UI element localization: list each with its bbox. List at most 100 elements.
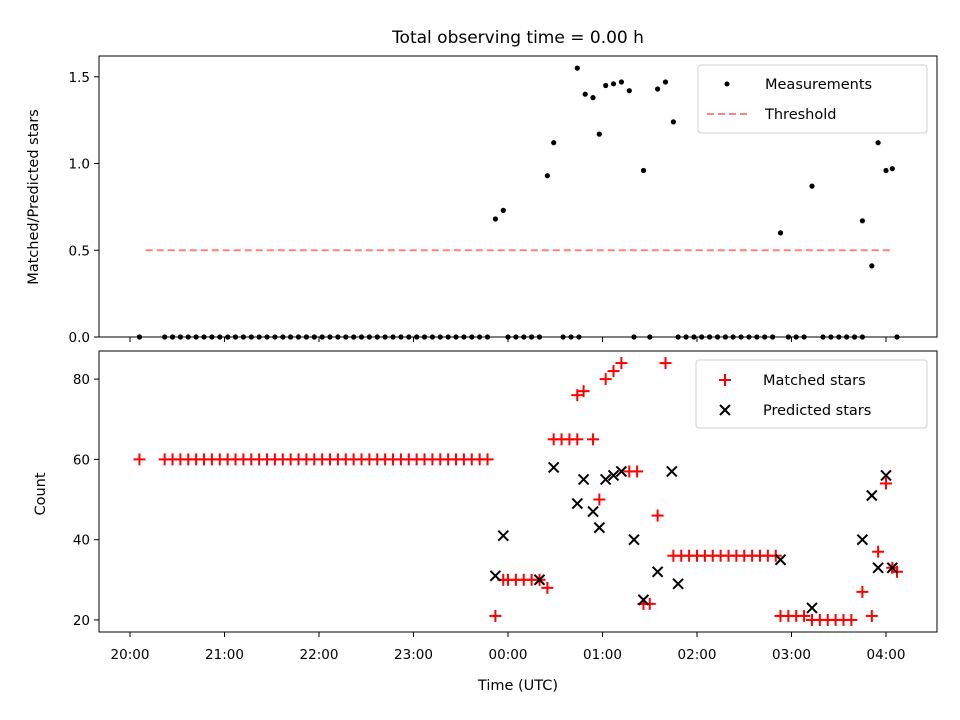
top-legend: Measurements Threshold: [697, 64, 928, 134]
bottom-legend-box: [695, 359, 928, 429]
measurement-point: [618, 79, 625, 85]
matched-point: [872, 545, 885, 558]
predicted-point: [880, 469, 892, 482]
matched-point: [631, 465, 644, 478]
matched-point: [571, 389, 584, 402]
x-axis-label: Time (UTC): [477, 678, 558, 694]
x-tick-label: 00:00: [489, 647, 528, 663]
y-tick-label: 0.5: [69, 243, 90, 259]
bottom-axes-frame: [98, 350, 938, 633]
predicted-point: [593, 521, 606, 534]
matched-point: [856, 585, 869, 598]
y-tick-label: 1.5: [69, 70, 90, 86]
x-tick-label: 21:00: [205, 647, 244, 663]
matched-point: [541, 581, 554, 594]
measurement-point: [574, 65, 580, 71]
predicted-point: [856, 533, 869, 546]
matched-point: [593, 493, 606, 506]
predicted-point: [872, 562, 884, 574]
bottom-plot-marks: [133, 357, 904, 626]
predicted-point: [547, 461, 560, 474]
measurement-point: [662, 79, 669, 85]
predicted-point: [774, 554, 787, 566]
legend-matched-marker: [719, 374, 731, 386]
top-y-axis-label: Matched/Predicted stars: [26, 109, 42, 285]
matched-point: [865, 609, 878, 622]
matched-point: [659, 357, 672, 370]
matched-point: [845, 613, 858, 626]
legend-predicted-marker: [719, 404, 731, 416]
bottom-y-axis-label: Count: [33, 472, 49, 515]
bottom-panel: 20 40 60 80 20:00 21:00 22:00 23:00 00:00 01:00 0…: [33, 350, 938, 694]
top-x-ticks: [129, 337, 887, 342]
matched-point: [615, 357, 628, 370]
predicted-point: [615, 465, 628, 478]
bottom-legend: Matched stars Predicted stars: [695, 359, 928, 429]
predicted-point: [651, 566, 664, 578]
measurement-point: [590, 95, 596, 101]
predicted-point: [607, 469, 620, 482]
predicted-point: [672, 578, 684, 590]
bottom-y-axis: 20 40 60 80: [73, 372, 99, 629]
predicted-point: [533, 574, 546, 586]
measurement-point: [809, 183, 815, 189]
y-tick-label: 1.0: [69, 157, 90, 173]
matched-point: [577, 385, 590, 398]
measurement-point: [544, 173, 551, 179]
predicted-point: [806, 602, 818, 614]
legend-predicted-label: Predicted stars: [763, 403, 871, 419]
top-y-axis: 0.0 0.5 1.0 1.5: [69, 70, 99, 346]
predicted-point: [497, 529, 509, 542]
measurement-point: [596, 131, 602, 137]
chart-title: Total observing time = 0.00 h: [391, 28, 644, 48]
x-tick-label: 23:00: [394, 647, 433, 663]
x-tick-label: 20:00: [111, 647, 150, 663]
legend-matched-label: Matched stars: [763, 373, 866, 389]
matched-point: [133, 453, 146, 466]
predicted-point: [637, 594, 650, 606]
measurement-point: [777, 230, 784, 236]
top-axes-frame: [98, 55, 938, 338]
matched-point: [607, 365, 620, 378]
top-plot-marks: [136, 65, 900, 340]
predicted-point: [628, 533, 640, 546]
matched-point: [571, 433, 584, 446]
measurement-point: [551, 140, 557, 146]
y-tick-label: 60: [73, 452, 90, 468]
x-tick-label: 02:00: [678, 647, 717, 663]
x-tick-label: 04:00: [867, 647, 906, 663]
top-panel: 0.0 0.5 1.0 1.5 Matched/Predicted stars Mea…: [26, 55, 938, 346]
predicted-point: [666, 465, 678, 478]
predicted-point: [599, 473, 612, 486]
matched-point: [599, 373, 612, 386]
measurement-point: [603, 82, 609, 89]
y-tick-label: 0.0: [69, 330, 90, 346]
predicted-point: [571, 497, 584, 510]
measurement-point: [859, 218, 866, 224]
measurement-point: [500, 207, 506, 213]
predicted-point: [577, 473, 590, 486]
measurement-point: [889, 166, 895, 172]
measurement-point: [869, 263, 875, 269]
x-tick-label: 01:00: [583, 647, 622, 663]
measurement-point: [883, 167, 889, 174]
measurement-point: [875, 140, 881, 146]
y-tick-label: 20: [73, 613, 90, 629]
measurement-point: [626, 88, 632, 94]
measurement-point: [670, 119, 677, 125]
matched-point: [643, 597, 656, 610]
matched-point: [798, 609, 811, 622]
legend-threshold-label: Threshold: [764, 107, 836, 123]
measurement-point: [610, 81, 617, 87]
matched-point: [587, 433, 600, 446]
matched-point: [481, 453, 494, 466]
y-tick-label: 80: [73, 372, 90, 388]
matched-point: [489, 609, 502, 622]
measurement-point: [492, 216, 498, 222]
measurement-point: [640, 167, 647, 174]
predicted-point: [489, 570, 502, 582]
legend-measurements-label: Measurements: [765, 77, 872, 93]
measurement-point: [655, 86, 661, 92]
predicted-point: [886, 562, 899, 574]
